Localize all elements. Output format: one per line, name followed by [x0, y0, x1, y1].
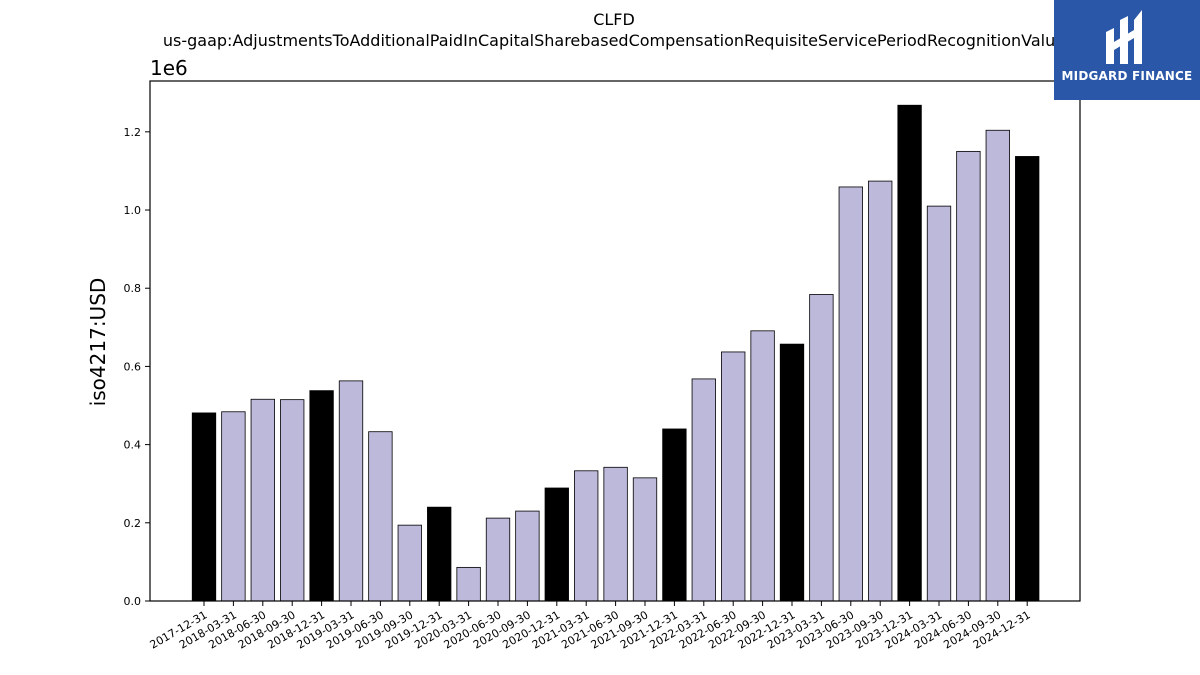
bar-2019-06-30 [368, 431, 393, 602]
bar-2023-12-31 [897, 104, 922, 602]
y-ticks-group: 0.0 0.2 0.4 0.6 0.8 1.0 1.2 [124, 126, 150, 608]
y-tick-label: 1.0 [124, 204, 142, 217]
bar-2024-06-30 [956, 150, 981, 602]
y-tick-label: 0.8 [124, 282, 142, 295]
bar-2021-03-31 [574, 470, 599, 602]
bar-2022-12-31 [779, 343, 805, 602]
y-tick-label: 1.2 [124, 126, 142, 139]
bar-2018-03-31 [221, 411, 246, 602]
bar-2022-06-30 [721, 351, 746, 602]
midgard-finance-logo: MIDGARD FINANCE [1054, 0, 1200, 100]
x-ticks-group: 2017-12-312018-03-312018-06-302018-09-30… [148, 601, 1033, 652]
bar-2022-09-30 [750, 330, 775, 602]
bar-2019-03-31 [338, 380, 364, 602]
bar-2024-09-30 [985, 129, 1010, 602]
y-axis-label: iso4217:USD [86, 278, 110, 407]
bar-2018-06-30 [250, 398, 275, 602]
bar-2017-12-31 [191, 412, 217, 602]
logo-text: MIDGARD FINANCE [1061, 69, 1193, 83]
bar-2024-03-31 [926, 205, 952, 602]
bar-2018-12-31 [309, 390, 334, 602]
bar-2023-09-30 [868, 180, 893, 602]
y-tick-label: 0.4 [124, 439, 142, 452]
y-tick-label: 0.2 [124, 517, 142, 530]
bar-2024-12-31 [1015, 156, 1040, 602]
y-tick-label: 0.0 [124, 595, 142, 608]
bar-2020-06-30 [485, 517, 511, 602]
bar-2019-09-30 [397, 524, 422, 602]
bar-2019-12-31 [427, 506, 452, 602]
bar-2020-12-31 [544, 487, 569, 602]
y-tick-label: 0.6 [124, 360, 142, 373]
bar-2021-09-30 [632, 477, 658, 602]
y-multiplier-label: 1e6 [150, 56, 188, 80]
midgard-logo-icon [1106, 10, 1142, 64]
bar-2023-06-30 [838, 186, 863, 602]
bar-2023-03-31 [809, 294, 834, 602]
bars-group [191, 104, 1040, 602]
bar-2022-03-31 [691, 378, 716, 602]
bar-2020-09-30 [515, 510, 540, 602]
bar-2018-09-30 [280, 399, 305, 602]
bar-2020-03-31 [456, 566, 481, 602]
bar-2021-12-31 [662, 428, 687, 602]
bar-2021-06-30 [603, 466, 628, 602]
chart-subtitle: us-gaap:AdjustmentsToAdditionalPaidInCap… [163, 31, 1065, 50]
chart-title: CLFD [593, 10, 635, 29]
plot-frame [149, 80, 1081, 602]
